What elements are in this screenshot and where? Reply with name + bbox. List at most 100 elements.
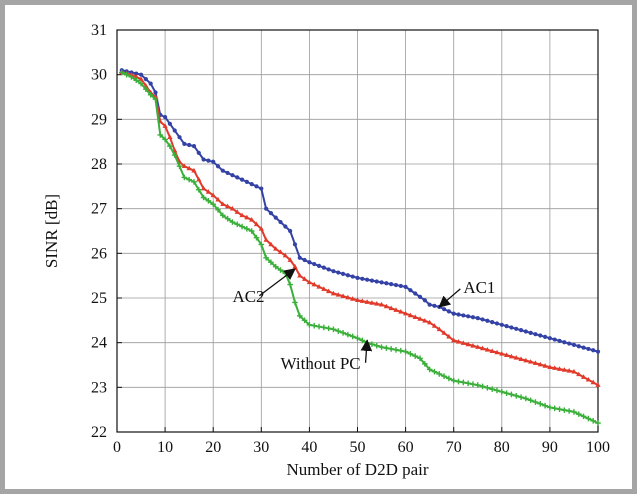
data-point: [244, 214, 250, 220]
data-point: [533, 332, 538, 337]
data-point: [345, 294, 351, 300]
data-point: [441, 330, 447, 335]
data-point: [547, 364, 553, 370]
data-point: [523, 357, 529, 363]
data-point: [325, 325, 332, 332]
data-point: [138, 76, 144, 81]
data-point: [571, 409, 577, 415]
data-point: [576, 371, 582, 377]
data-point: [369, 341, 375, 347]
data-point: [557, 338, 562, 343]
data-point: [225, 170, 230, 176]
data-point: [595, 382, 601, 387]
data-point: [201, 157, 206, 162]
y-tick-label: 22: [91, 424, 107, 441]
data-point: [355, 275, 360, 280]
data-point: [326, 288, 332, 294]
data-point: [225, 203, 231, 209]
data-point: [268, 211, 274, 216]
x-tick-label: 60: [398, 439, 414, 456]
data-point: [292, 242, 298, 247]
y-tick-label: 25: [91, 290, 107, 307]
x-tick-label: 0: [113, 439, 121, 456]
data-point: [359, 298, 365, 303]
data-point: [143, 77, 148, 82]
data-point: [455, 338, 462, 344]
data-point: [538, 333, 543, 338]
data-point: [301, 276, 308, 281]
data-point: [268, 241, 274, 247]
x-tick-label: 10: [157, 439, 173, 456]
data-point: [336, 270, 341, 275]
data-point: [210, 192, 216, 198]
data-point: [446, 375, 452, 382]
data-point: [383, 345, 390, 351]
data-point: [499, 322, 504, 327]
data-point: [513, 355, 519, 360]
data-point: [147, 91, 154, 98]
data-point: [460, 340, 466, 345]
data-point: [316, 263, 322, 268]
data-point: [172, 128, 177, 133]
data-point: [331, 269, 336, 274]
data-point: [330, 290, 337, 296]
data-point: [591, 348, 596, 353]
y-tick-label: 28: [91, 156, 107, 173]
data-point: [566, 368, 572, 373]
data-point: [316, 323, 322, 330]
data-point: [393, 347, 399, 353]
data-point: [369, 300, 375, 305]
data-point: [374, 301, 380, 306]
data-point: [576, 344, 581, 349]
data-point: [200, 194, 207, 201]
data-point: [167, 134, 173, 139]
data-point: [249, 182, 254, 187]
data-point: [282, 252, 288, 258]
data-point: [297, 255, 302, 260]
data-point: [321, 265, 326, 270]
data-point: [360, 276, 365, 281]
data-point: [264, 206, 269, 211]
data-point: [181, 163, 187, 169]
data-point: [398, 283, 403, 289]
data-point: [475, 344, 481, 349]
data-point: [186, 165, 192, 171]
data-point: [239, 223, 245, 230]
data-point: [273, 246, 279, 251]
data-point: [263, 237, 269, 242]
data-point: [354, 297, 361, 303]
data-point: [220, 212, 226, 219]
data-point: [374, 279, 379, 284]
data-point: [239, 212, 245, 218]
data-point: [494, 387, 500, 394]
x-tick-label: 100: [586, 439, 610, 456]
data-point: [229, 219, 236, 225]
data-point: [321, 324, 327, 331]
data-point: [143, 86, 149, 92]
data-point: [335, 328, 342, 334]
data-point: [153, 90, 158, 95]
data-point: [134, 71, 139, 76]
data-point: [441, 307, 447, 312]
data-point: [326, 267, 331, 272]
data-point: [494, 321, 500, 326]
data-point: [211, 159, 216, 164]
data-point: [206, 158, 211, 163]
data-point: [191, 179, 197, 185]
data-point: [422, 361, 428, 367]
data-point: [427, 319, 433, 325]
data-point: [407, 351, 414, 357]
data-point: [152, 96, 159, 103]
series-without-pc: [119, 69, 601, 426]
data-point: [547, 404, 553, 411]
data-point: [431, 323, 438, 328]
data-point: [239, 177, 245, 182]
x-tick-label: 30: [253, 439, 269, 456]
data-point: [542, 402, 548, 409]
data-point: [307, 260, 312, 265]
data-point: [254, 184, 259, 189]
data-point: [167, 143, 173, 149]
grid: [117, 30, 598, 432]
data-point: [253, 221, 260, 227]
data-point: [556, 366, 563, 371]
